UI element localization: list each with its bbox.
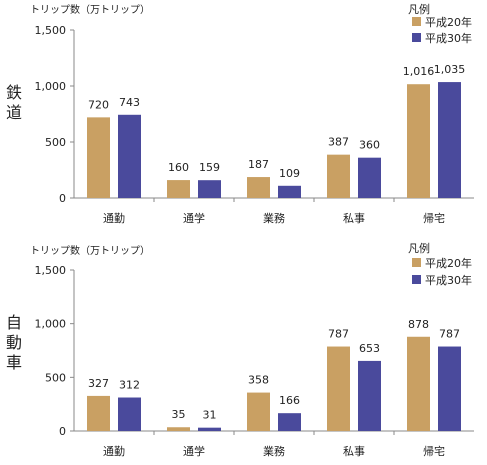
y-tick-label: 0	[59, 192, 66, 205]
bar-h20	[327, 346, 350, 431]
mode-label: 自動車	[6, 313, 22, 372]
y-tick-label: 1,000	[35, 318, 67, 331]
x-category-label: 通学	[183, 444, 205, 458]
bar-value-label: 1,016	[403, 65, 435, 78]
bar-value-label: 35	[172, 408, 186, 421]
bar-h20	[87, 395, 110, 431]
bar-h30	[198, 180, 221, 198]
bar-h30	[198, 427, 221, 431]
x-category-label: 私事	[343, 212, 365, 225]
legend-swatch	[412, 258, 421, 267]
legend-entry: 平成20年	[425, 15, 472, 29]
bar-h20	[247, 177, 270, 198]
bar-value-label: 787	[439, 328, 460, 341]
y-tick-label: 1,500	[35, 264, 67, 277]
chart-panel-1: トリップ数（万トリップ） 鉄道 0 500 1,000 1,500 通勤 720 743 通学 16…	[6, 2, 474, 225]
bar-h20	[407, 84, 430, 198]
x-category-label: 業務	[263, 444, 285, 458]
legend-title: 凡例	[408, 2, 430, 16]
bar-h30	[278, 413, 301, 431]
y-tick-label: 1,500	[35, 24, 67, 37]
bar-value-label: 358	[248, 374, 269, 387]
bar-value-label: 878	[408, 318, 429, 331]
x-category-label: 通学	[183, 211, 205, 225]
bar-h20	[247, 392, 270, 431]
bar-h20	[167, 427, 190, 431]
bar-value-label: 160	[168, 161, 189, 174]
y-axis-title: トリップ数（万トリップ）	[30, 3, 150, 16]
bar-h20	[87, 117, 110, 198]
bar-h30	[118, 397, 141, 431]
y-tick-label: 500	[45, 136, 66, 149]
legend-title: 凡例	[408, 241, 430, 255]
mode-label: 鉄道	[6, 83, 22, 122]
bar-value-label: 387	[328, 136, 349, 149]
bar-value-label: 1,035	[434, 63, 466, 76]
legend-entry: 平成20年	[425, 256, 472, 270]
legend-swatch	[412, 275, 421, 284]
bar-h20	[327, 154, 350, 198]
x-category-label: 帰宅	[423, 211, 445, 225]
x-category-label: 通勤	[103, 212, 125, 225]
bar-h30	[278, 185, 301, 198]
bar-value-label: 31	[203, 409, 217, 422]
legend-swatch	[412, 33, 421, 42]
bar-h30	[358, 157, 381, 198]
x-category-label: 通勤	[103, 445, 125, 458]
y-tick-label: 500	[45, 371, 66, 384]
y-tick-label: 1,000	[35, 80, 67, 93]
bar-value-label: 187	[248, 158, 269, 171]
legend-entry: 平成30年	[425, 31, 472, 45]
bar-h20	[167, 180, 190, 198]
bar-value-label: 109	[279, 167, 300, 180]
bar-value-label: 159	[199, 161, 220, 174]
bar-value-label: 360	[359, 139, 380, 152]
bar-h30	[438, 346, 461, 431]
legend-entry: 平成30年	[425, 273, 472, 287]
bar-h30	[358, 360, 381, 431]
x-category-label: 業務	[263, 211, 285, 225]
bar-value-label: 166	[279, 394, 300, 407]
x-category-label: 帰宅	[423, 444, 445, 458]
chart-panel-2: トリップ数（万トリップ） 自動車 0 500 1,000 1,500 通勤 327 312 通学 3…	[6, 241, 474, 458]
x-category-label: 私事	[343, 445, 365, 458]
bar-value-label: 327	[88, 377, 109, 390]
legend-swatch	[412, 17, 421, 26]
y-axis-title: トリップ数（万トリップ）	[30, 244, 150, 257]
bar-h30	[118, 114, 141, 198]
bar-value-label: 720	[88, 98, 109, 111]
y-tick-label: 0	[59, 425, 66, 438]
bar-value-label: 743	[119, 96, 140, 109]
bar-h30	[438, 82, 461, 198]
bar-value-label: 787	[328, 328, 349, 341]
bar-value-label: 653	[359, 342, 380, 355]
bar-value-label: 312	[119, 379, 140, 392]
bar-h20	[407, 336, 430, 431]
